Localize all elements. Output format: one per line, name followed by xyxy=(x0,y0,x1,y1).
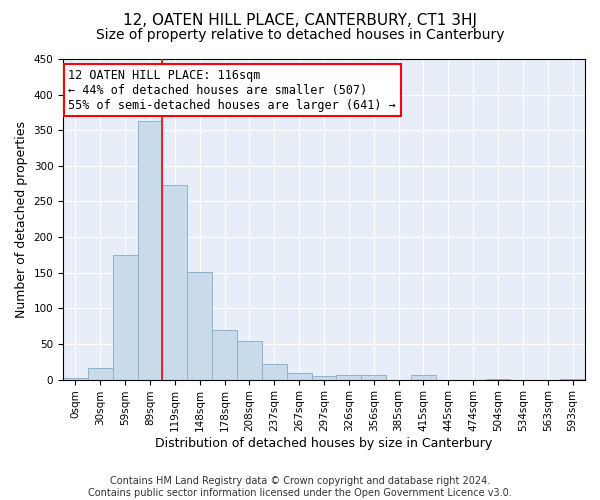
Bar xyxy=(411,374,436,380)
Bar xyxy=(137,121,163,380)
Bar xyxy=(113,255,137,380)
X-axis label: Distribution of detached houses by size in Canterbury: Distribution of detached houses by size … xyxy=(155,437,493,450)
Text: Contains HM Land Registry data © Crown copyright and database right 2024.
Contai: Contains HM Land Registry data © Crown c… xyxy=(88,476,512,498)
Bar xyxy=(237,341,262,380)
Bar xyxy=(361,376,386,380)
Bar xyxy=(63,378,88,380)
Bar xyxy=(287,373,311,380)
Text: Size of property relative to detached houses in Canterbury: Size of property relative to detached ho… xyxy=(96,28,504,42)
Bar xyxy=(187,272,212,380)
Bar xyxy=(560,379,585,380)
Bar xyxy=(485,379,511,380)
Bar xyxy=(337,376,361,380)
Bar xyxy=(163,185,187,380)
Text: 12 OATEN HILL PLACE: 116sqm
← 44% of detached houses are smaller (507)
55% of se: 12 OATEN HILL PLACE: 116sqm ← 44% of det… xyxy=(68,68,396,112)
Text: 12, OATEN HILL PLACE, CANTERBURY, CT1 3HJ: 12, OATEN HILL PLACE, CANTERBURY, CT1 3H… xyxy=(123,12,477,28)
Bar xyxy=(212,330,237,380)
Bar xyxy=(88,368,113,380)
Y-axis label: Number of detached properties: Number of detached properties xyxy=(15,121,28,318)
Bar xyxy=(311,376,337,380)
Bar xyxy=(262,364,287,380)
